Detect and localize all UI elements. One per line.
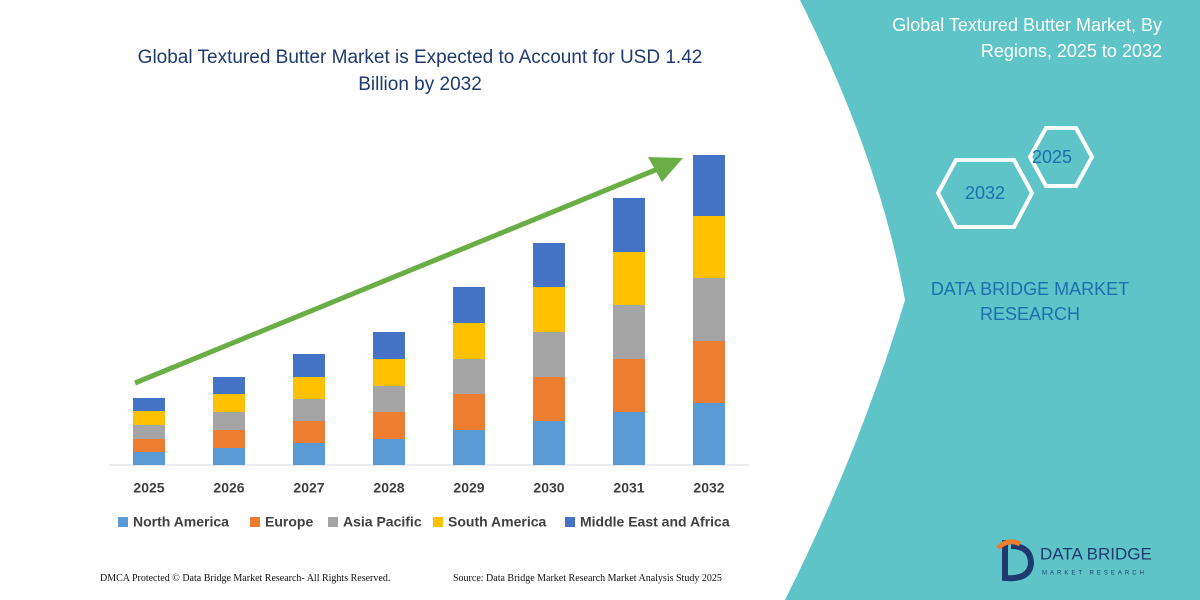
- hexagon-label: 2025: [1032, 147, 1072, 167]
- bar-segment: [453, 430, 485, 465]
- hexagon: [935, 158, 1035, 229]
- bar-segment: [133, 398, 165, 411]
- bar-segment: [533, 332, 565, 377]
- legend-label: Asia Pacific: [343, 514, 422, 530]
- bar-segment: [533, 377, 565, 421]
- bar-segment: [453, 359, 485, 394]
- chart-title: Global Textured Butter Market is Expecte…: [137, 47, 703, 95]
- x-tick-label: 2029: [453, 480, 484, 496]
- bar-segment: [533, 287, 565, 332]
- x-tick-label: 2032: [693, 480, 724, 496]
- legend-swatch: [118, 517, 128, 527]
- bar-segment: [373, 412, 405, 439]
- legend-swatch: [433, 517, 443, 527]
- x-tick-label: 2025: [133, 480, 164, 496]
- logo-mark: [996, 539, 1022, 550]
- legend-label: South America: [448, 514, 546, 530]
- bar-segment: [133, 411, 165, 425]
- footer-left: DMCA Protected © Data Bridge Market Rese…: [100, 573, 391, 584]
- bar-segment: [373, 332, 405, 359]
- bar-segment: [693, 341, 725, 403]
- bar-segment: [293, 443, 325, 465]
- bar-segment: [533, 243, 565, 287]
- legend-swatch: [250, 517, 260, 527]
- bar-segment: [373, 439, 405, 465]
- bar-segment: [213, 430, 245, 448]
- logo-tagline: MARKET RESEARCH: [1042, 571, 1147, 577]
- bar-segment: [693, 216, 725, 278]
- bar-segment: [613, 359, 645, 412]
- bar-segment: [613, 252, 645, 305]
- bar-segment: [373, 386, 405, 412]
- bar-segment: [293, 399, 325, 421]
- hexagon: [1027, 126, 1095, 188]
- brand: DATA BRIDGE MARKET RESEARCH: [930, 279, 1130, 324]
- legend-label: Europe: [265, 514, 313, 530]
- bar-segment: [613, 198, 645, 252]
- bar-segment: [373, 359, 405, 386]
- bar-segment: [213, 412, 245, 430]
- footer-right: Source: Data Bridge Market Research Mark…: [453, 573, 722, 584]
- x-tick-label: 2030: [533, 480, 564, 496]
- x-tick-label: 2031: [613, 480, 644, 496]
- teal-panel: [785, 0, 1200, 600]
- bar-segment: [533, 421, 565, 465]
- bar-segment: [293, 377, 325, 399]
- logo-name: DATA BRIDGE: [1040, 544, 1152, 563]
- trend-arrow: [134, 165, 661, 386]
- legend-label: North America: [133, 514, 229, 530]
- legend-swatch: [328, 517, 338, 527]
- bar-segment: [693, 155, 725, 216]
- bar-segment: [293, 421, 325, 443]
- bar-segment: [213, 377, 245, 394]
- x-tick-label: 2026: [213, 480, 244, 496]
- legend-label: Middle East and Africa: [580, 514, 730, 530]
- bar-segment: [453, 394, 485, 430]
- bar-segment: [453, 323, 485, 359]
- bar-segment: [693, 278, 725, 341]
- bar-segment: [213, 394, 245, 412]
- logo-mark: [1002, 540, 1035, 582]
- bar-segment: [133, 425, 165, 439]
- bar-segment: [453, 287, 485, 323]
- panel-title: Global Textured Butter Market, By Region…: [892, 15, 1162, 61]
- bar-segment: [613, 305, 645, 359]
- arrow-head: [648, 157, 683, 182]
- x-tick-label: 2027: [293, 480, 324, 496]
- bar-segment: [213, 448, 245, 465]
- x-tick-label: 2028: [373, 480, 404, 496]
- hexagon-label: 2032: [965, 183, 1005, 203]
- bar-segment: [293, 354, 325, 377]
- bar-segment: [133, 439, 165, 452]
- bar-segment: [613, 412, 645, 465]
- legend-swatch: [565, 517, 575, 527]
- bar-segment: [133, 452, 165, 465]
- bar-segment: [693, 403, 725, 465]
